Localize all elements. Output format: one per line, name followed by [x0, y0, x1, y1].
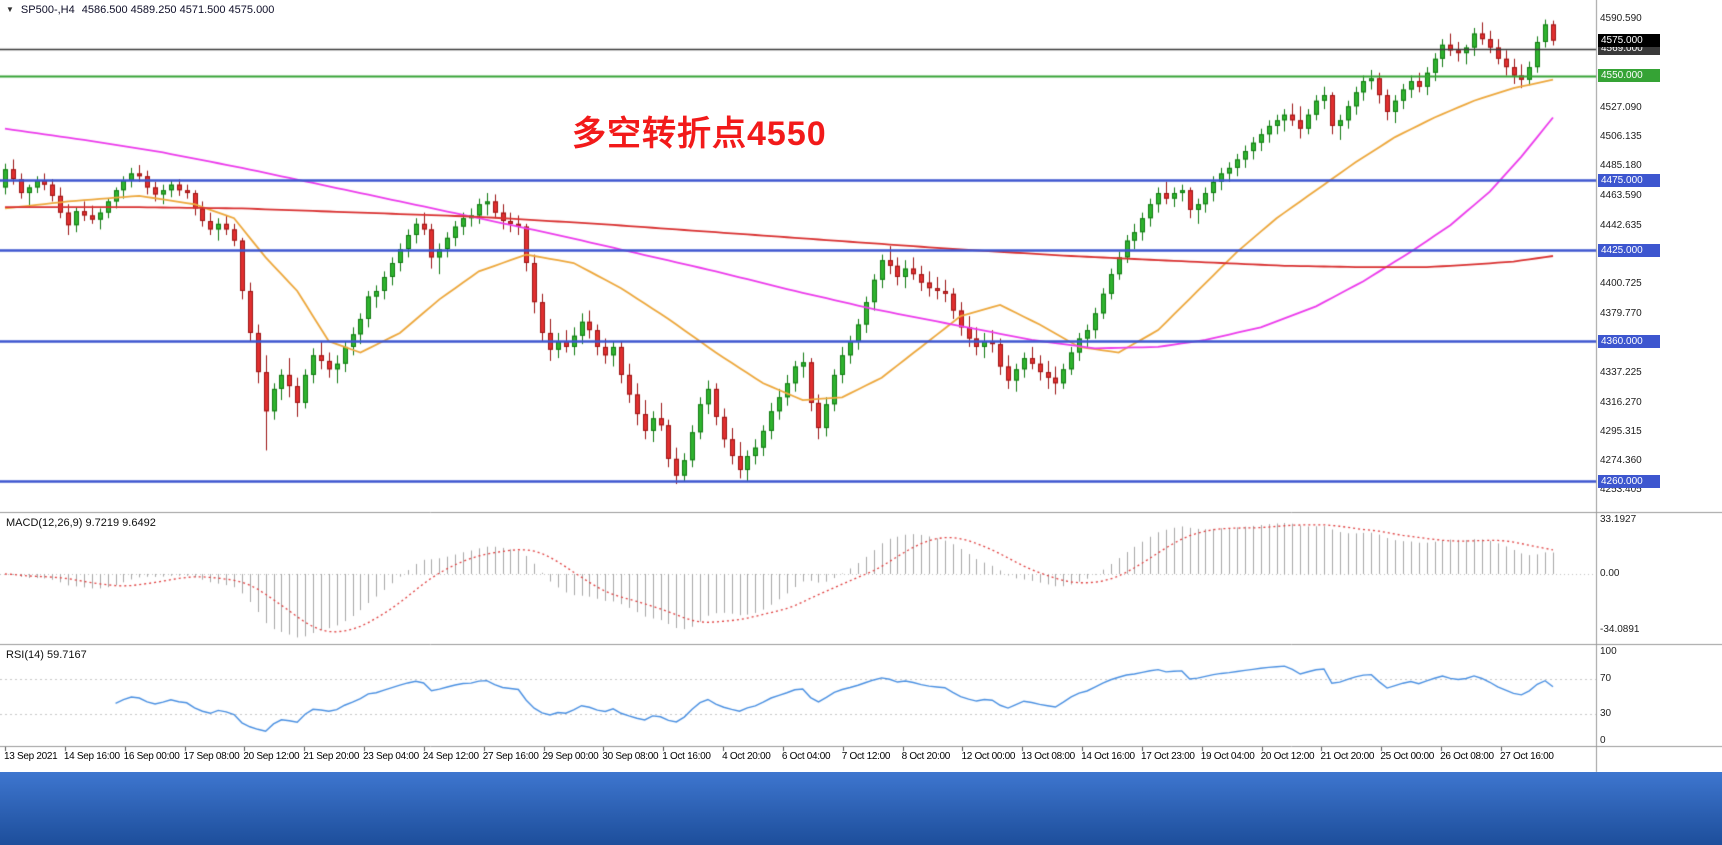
macd-name: MACD(12,26,9): [6, 517, 83, 529]
macd-indicator-label: MACD(12,26,9) 9.7219 9.6492: [6, 517, 156, 529]
rsi-indicator-label: RSI(14) 59.7167: [6, 649, 87, 661]
macd-pane[interactable]: [0, 513, 1596, 644]
symbol-info-bar: ▼ SP500-,H4 4586.500 4589.250 4571.500 4…: [6, 4, 274, 16]
macd-values: 9.7219 9.6492: [85, 517, 156, 529]
chart-annotation-text[interactable]: 多空转折点4550: [572, 115, 827, 153]
dropdown-arrow-icon[interactable]: ▼: [6, 5, 14, 14]
rsi-value: 59.7167: [46, 649, 87, 661]
symbol-timeframe-label: SP500-,H4: [20, 4, 75, 16]
bottom-window-bar: [0, 772, 1722, 845]
ohlc-readout: 4586.500 4589.250 4571.500 4575.000: [81, 4, 275, 16]
main-price-pane[interactable]: [0, 0, 1596, 512]
rsi-pane[interactable]: [0, 645, 1596, 746]
rsi-name: RSI(14): [6, 649, 44, 661]
